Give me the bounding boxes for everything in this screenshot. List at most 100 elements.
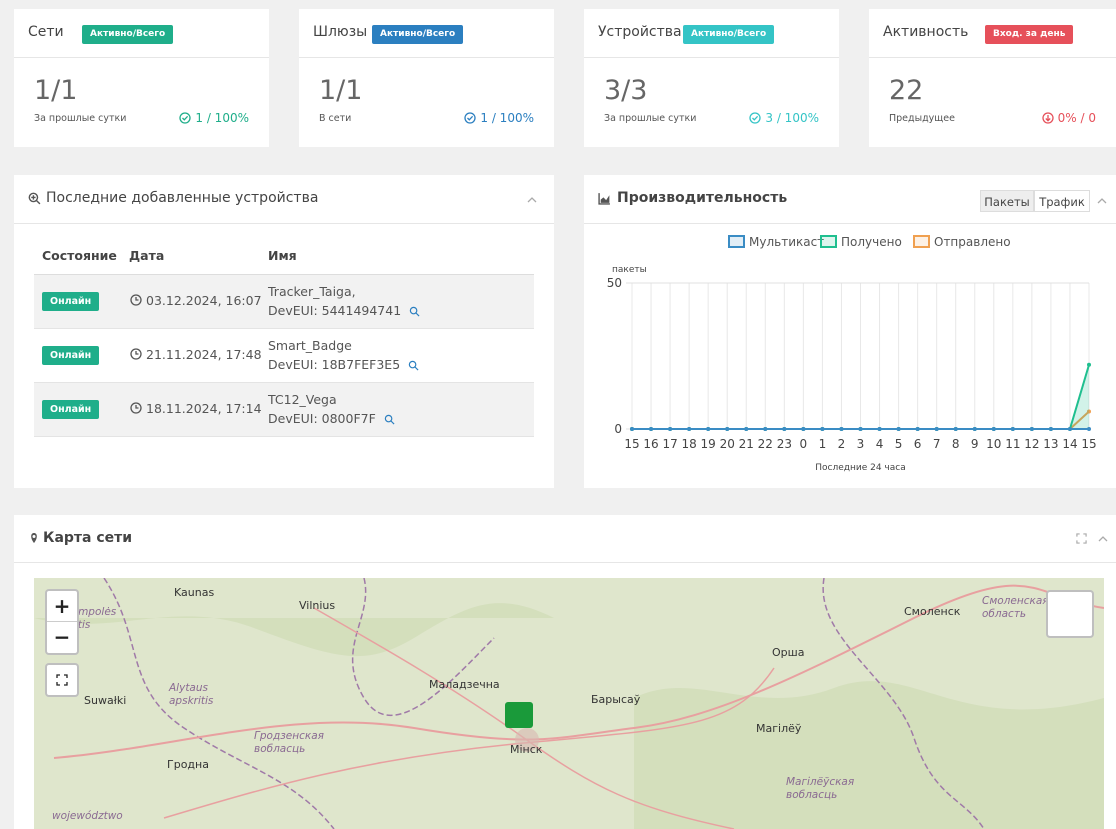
pin-icon (31, 533, 37, 543)
zoom-out-button[interactable]: − (53, 625, 71, 649)
tab-button[interactable]: Трафик (1034, 190, 1090, 212)
card-badge: Активно/Всего (683, 25, 775, 44)
zoom-icon (28, 192, 41, 205)
status-badge: Онлайн (42, 346, 100, 365)
chevron-icon (1098, 536, 1108, 542)
panel-divider (584, 223, 1116, 224)
fullscreen-button[interactable] (45, 663, 79, 697)
zoom-in-button[interactable]: + (47, 591, 77, 622)
panel-title: Последние добавленные устройства (46, 190, 319, 206)
clock-icon (130, 402, 142, 414)
tab-button[interactable]: Пакеты (980, 190, 1034, 212)
stat-card: Устройства Активно/Всего 3/3 За прошлые сут… (584, 9, 839, 147)
status-badge: Онлайн (42, 292, 100, 311)
map-label: Гродна (167, 758, 209, 771)
device-name: TC12_Vega (268, 392, 337, 407)
map-label: Магілёўская вобласць (786, 776, 855, 801)
panel-divider (14, 562, 1116, 563)
device-eui: DevEUI: 0800F7F (268, 411, 376, 426)
card-header-divider (869, 57, 1116, 58)
zoom-control: + − (45, 589, 79, 655)
chevron-icon (527, 197, 537, 203)
card-title: Шлюзы (313, 24, 368, 40)
clock-icon (130, 294, 142, 306)
card-title: Активность (883, 24, 969, 40)
device-eui: DevEUI: 5441494741 (268, 303, 402, 318)
expand-icon (56, 674, 68, 686)
map-label: Орша (772, 646, 805, 659)
map-label: Маладзечна (429, 678, 500, 691)
map-label: Смоленская область (982, 595, 1049, 620)
device-name: Tracker_Taiga, (268, 284, 356, 299)
clock-icon (130, 348, 142, 360)
stat-card: Шлюзы Активно/Всего 1/1 В сети 1 / 100% (299, 9, 554, 147)
search-icon (384, 414, 395, 425)
devices-panel: Последние добавленные устройства Состояни… (14, 175, 554, 488)
card-value: 1/1 (34, 75, 78, 106)
card-value: 1/1 (319, 75, 363, 106)
map-label: Мінск (510, 743, 543, 756)
card-title: Сети (28, 24, 64, 40)
map-label: Alytaus apskritis (169, 682, 214, 707)
gateway-marker[interactable] (505, 702, 533, 728)
expand-icon (1076, 533, 1087, 544)
card-title: Устройства (598, 24, 682, 40)
card-status: 0% / 0 (1057, 111, 1096, 125)
device-date: 21.11.2024, 17:48 (146, 347, 262, 362)
map-label: Kaunas (174, 586, 215, 599)
device-date: 18.11.2024, 17:14 (146, 401, 262, 416)
card-value: 22 (889, 75, 924, 106)
panel-divider (14, 223, 554, 224)
stat-card: Сети Активно/Всего 1/1 За прошлые сутки 1 / … (14, 9, 269, 147)
card-badge: Активно/Всего (82, 25, 174, 44)
map-label: Suwałki (84, 694, 127, 707)
card-header-divider (14, 57, 269, 58)
card-caption: За прошлые сутки (34, 113, 127, 124)
card-badge: Активно/Всего (372, 25, 464, 44)
performance-panel: Производительность Пакеты Трафик (584, 175, 1116, 488)
panel-title: Производительность (617, 190, 788, 206)
card-status: 3 / 100% (765, 111, 819, 125)
card-status: 1 / 100% (480, 111, 534, 125)
map-label: Смоленск (904, 605, 961, 618)
map-label: Барысаў (591, 693, 641, 706)
device-date: 03.12.2024, 16:07 (146, 293, 262, 308)
header-divider (34, 274, 534, 275)
down-icon (1042, 112, 1054, 124)
check-icon (179, 112, 191, 124)
device-eui: DevEUI: 18B7FEF3E5 (268, 357, 401, 372)
table-row: Онлайн 21.11.2024, 17:48 Smart_Badge DevEUI… (34, 329, 534, 383)
search-icon (408, 360, 419, 371)
map-tiles (34, 578, 1104, 829)
map-label: Магілёў (756, 722, 802, 735)
table-row: Онлайн 18.11.2024, 17:14 TC12_Vega DevEUI: … (34, 383, 534, 437)
check-icon (749, 112, 761, 124)
chart-icon (598, 193, 610, 205)
column-header: Имя (268, 248, 297, 263)
column-header: Состояние (42, 248, 117, 263)
table-row: Онлайн 03.12.2024, 16:07 Tracker_Taiga, Dev… (34, 275, 534, 329)
map-label: województwo (52, 810, 123, 822)
card-caption: В сети (319, 113, 352, 124)
card-status: 1 / 100% (195, 111, 249, 125)
device-name: Smart_Badge (268, 338, 352, 353)
card-header-divider (299, 57, 554, 58)
card-value: 3/3 (604, 75, 648, 106)
search-icon (409, 306, 420, 317)
map-label: Vilnius (299, 599, 336, 612)
card-caption: За прошлые сутки (604, 113, 697, 124)
card-badge: Вход. за день (985, 25, 1074, 44)
map-label: Гродзенская вобласць (254, 730, 324, 755)
status-badge: Онлайн (42, 400, 100, 419)
stat-card: Активность Вход. за день 22 Предыдущее 0% / … (869, 9, 1116, 147)
column-header: Дата (129, 248, 165, 263)
layers-button[interactable] (1046, 590, 1094, 638)
chevron-icon (1097, 198, 1107, 204)
card-caption: Предыдущее (889, 113, 955, 124)
card-header-divider (584, 57, 839, 58)
panel-title: Карта сети (43, 530, 133, 546)
